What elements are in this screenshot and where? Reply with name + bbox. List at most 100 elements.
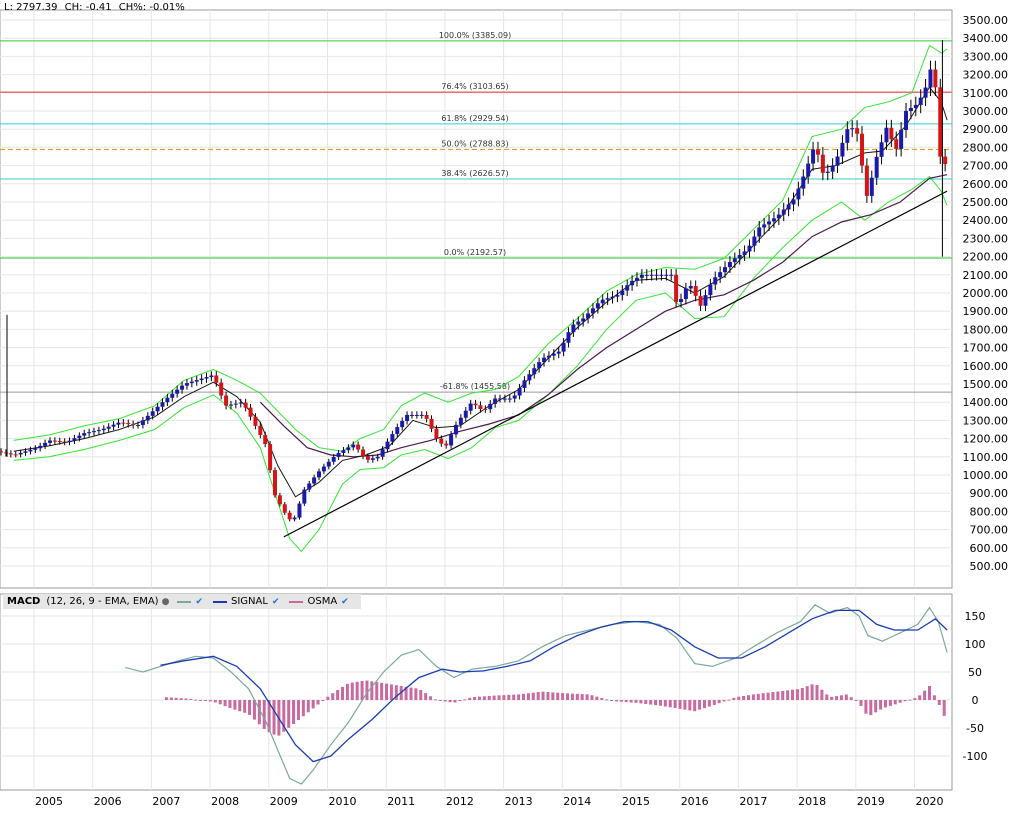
y-tick-label: 3100.00 [963, 87, 1009, 100]
osma-bar [786, 690, 790, 700]
candle-body [3, 452, 8, 454]
y-tick-label: 2200.00 [963, 251, 1009, 264]
candle-body [625, 285, 630, 291]
candle-body [312, 477, 317, 484]
osma-bar [859, 700, 863, 706]
osma-bar [561, 693, 565, 700]
osma-bar [316, 700, 320, 705]
osma-bar [883, 700, 887, 708]
candle-body [542, 357, 547, 363]
candle-body [346, 447, 351, 451]
candle-body [326, 461, 331, 467]
signal-visible-checkbox[interactable]: ✔ [271, 596, 280, 607]
candle-body [507, 398, 512, 400]
x-tick-label: 2014 [563, 795, 591, 808]
candle-body [904, 111, 909, 130]
candle-body [214, 375, 219, 383]
y-tick-label: 1500.00 [963, 378, 1009, 391]
candle-body [361, 449, 366, 457]
candle-body [155, 406, 160, 412]
osma-bar [512, 694, 516, 700]
candle-body [757, 227, 762, 237]
x-tick-label: 2013 [505, 795, 533, 808]
osma-bar [849, 697, 853, 700]
candle-body [419, 414, 424, 416]
candle-body [243, 402, 248, 408]
osma-bar [717, 700, 721, 704]
candle-body [150, 411, 155, 416]
osma-bar [282, 700, 286, 732]
candle-body [654, 274, 659, 276]
macd-visible-checkbox[interactable]: ✔ [195, 596, 203, 607]
candle-body [33, 448, 38, 450]
candle-body [537, 362, 542, 369]
y-tick-label: 1700.00 [963, 342, 1009, 355]
y-tick-label: 2500.00 [963, 196, 1009, 209]
osma-bar [781, 690, 785, 700]
osma-bar [213, 700, 217, 703]
osma-bar [218, 700, 222, 705]
candle-body [478, 405, 483, 410]
osma-bar [389, 684, 393, 700]
candle-body [209, 375, 214, 378]
x-tick-label: 2008 [211, 795, 239, 808]
candle-body [52, 440, 57, 442]
osma-bar [287, 700, 291, 728]
osma-bar [903, 700, 907, 702]
settings-icon[interactable]: ● [161, 596, 170, 607]
osma-bar [937, 700, 941, 705]
candle-body [238, 402, 243, 404]
candle-body [581, 318, 586, 322]
candle-body [693, 286, 698, 296]
osma-visible-checkbox[interactable]: ✔ [341, 596, 349, 607]
candle-body [111, 424, 116, 427]
osma-bar [874, 700, 878, 713]
osma-bar [869, 700, 873, 716]
osma-bar [429, 696, 433, 700]
y-tick-label: 700.00 [970, 524, 1009, 537]
candle-body [874, 156, 879, 178]
osma-bar [844, 694, 848, 700]
x-tick-label: 2007 [152, 795, 180, 808]
osma-bar [179, 698, 183, 700]
candle-body [96, 430, 101, 432]
candle-body [493, 398, 498, 404]
candle-body [414, 414, 419, 416]
candle-body [889, 127, 894, 140]
macd-params: (12, 26, 9 - EMA, EMA) [46, 596, 159, 607]
candle-body [126, 423, 131, 425]
trendline [283, 190, 948, 538]
osma-bar [296, 700, 300, 721]
osma-bar [590, 695, 594, 700]
osma-bar [737, 696, 741, 700]
candle-body [92, 431, 97, 433]
candle-body [899, 129, 904, 149]
osma-bar [629, 700, 633, 703]
candle-body [145, 415, 150, 421]
osma-bar [649, 700, 653, 705]
candle-body [263, 434, 268, 445]
osma-bar [350, 682, 354, 700]
y-tick-label: 3200.00 [963, 69, 1009, 82]
candle-body [341, 450, 346, 453]
y-tick-label: 1600.00 [963, 360, 1009, 373]
osma-bar [336, 690, 340, 700]
candle-body [576, 321, 581, 325]
osma-bar [331, 693, 335, 700]
osma-bar [199, 700, 203, 701]
candle-body [586, 313, 591, 319]
x-tick-label: 2015 [622, 795, 650, 808]
macd-y-tick-label: 100 [965, 638, 986, 651]
x-tick-label: 2005 [35, 795, 63, 808]
signal-line [160, 609, 948, 763]
osma-bar [771, 692, 775, 700]
osma-bar [751, 694, 755, 700]
candle-body [771, 218, 776, 222]
candle-body [762, 224, 767, 228]
candle-body [458, 417, 463, 425]
candle-body [444, 443, 449, 446]
candle-body [282, 504, 287, 513]
osma-bar [810, 684, 814, 700]
osma-bar [233, 700, 237, 710]
candle-body [116, 422, 121, 425]
